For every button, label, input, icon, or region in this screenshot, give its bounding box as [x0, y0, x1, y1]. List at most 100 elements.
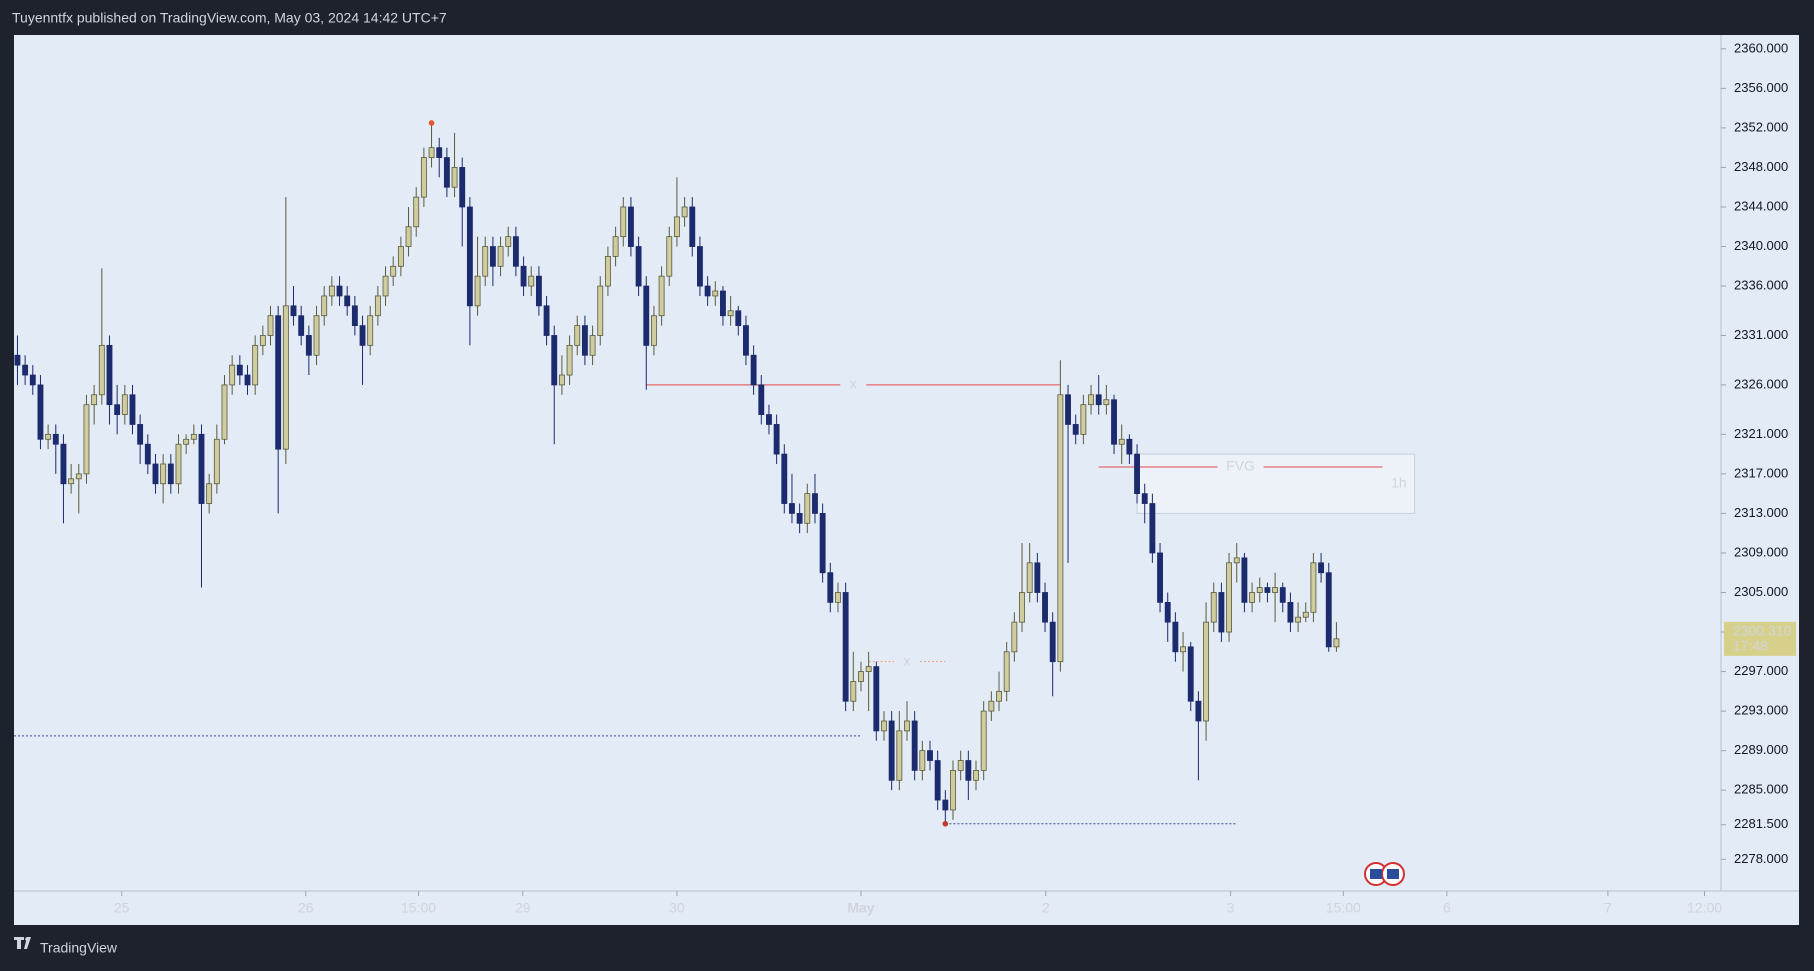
candle-body: [474, 275, 481, 307]
chart-pane: [14, 35, 1799, 925]
pivot-point: [942, 820, 949, 827]
candle-body: [911, 720, 918, 771]
candle-body: [1088, 394, 1094, 406]
candle-body: [1302, 611, 1309, 618]
candle-body: [428, 147, 435, 158]
candle-body: [52, 433, 59, 445]
y-tick-label: 2313.000: [1734, 505, 1788, 520]
candle-body: [1226, 562, 1232, 633]
candle-body: [1111, 399, 1117, 445]
candle-body: [1149, 503, 1156, 554]
candle-body: [91, 394, 98, 406]
candle-body: [267, 315, 274, 336]
candle-body: [259, 335, 266, 346]
event-flags: [1364, 862, 1405, 886]
candle-body: [1080, 404, 1087, 435]
x-tick-label: 15:00: [401, 900, 436, 916]
candle-body: [589, 335, 596, 356]
candle-body: [1333, 638, 1340, 648]
candle-body: [651, 315, 657, 346]
candle-body: [1180, 646, 1186, 653]
candle-body: [704, 285, 711, 297]
y-tick-label: 2340.000: [1734, 238, 1788, 253]
candle-body: [1279, 587, 1286, 603]
chart-title: Tuyenntfx published on TradingView.com, …: [12, 10, 447, 26]
y-tick-label: 2317.000: [1734, 465, 1788, 480]
candle-body: [1233, 557, 1240, 564]
candle-body: [22, 364, 29, 376]
fvg-zone: [1136, 453, 1416, 514]
candle-body: [904, 720, 910, 732]
candle-body: [512, 236, 519, 267]
level-label: x: [850, 376, 857, 392]
candle-body: [643, 285, 650, 346]
candle-body: [819, 513, 826, 574]
candle-body: [1310, 562, 1317, 613]
candle-body: [313, 315, 320, 356]
candle-body: [604, 256, 611, 287]
candle-body: [1141, 493, 1148, 504]
candle-body: [236, 364, 243, 376]
candle-body: [551, 335, 558, 386]
candle-body: [129, 394, 136, 425]
candle-body: [351, 305, 358, 327]
y-tick-label: 2321.000: [1734, 426, 1788, 441]
candle-body: [290, 305, 297, 317]
candle-body: [973, 770, 979, 781]
candle-body: [1118, 438, 1125, 445]
candle-body: [735, 310, 742, 327]
candle-body: [29, 374, 36, 386]
candle-body: [83, 404, 90, 475]
candle-body: [750, 354, 757, 386]
x-tick-label: 6: [1443, 900, 1451, 916]
candle-body: [1157, 552, 1163, 603]
candle-body: [1318, 562, 1325, 574]
candle-body: [37, 384, 44, 440]
y-tick-label: 2348.000: [1734, 159, 1788, 174]
candle-body: [520, 265, 527, 287]
candle-body: [466, 206, 473, 307]
candle-body: [758, 384, 765, 415]
y-tick-label: 2356.000: [1734, 80, 1788, 95]
x-tick-label: 15:00: [1326, 900, 1361, 916]
level-label: x: [903, 652, 910, 668]
candle-body: [658, 275, 665, 317]
candle-body: [980, 710, 987, 771]
y-tick-label: 2281.500: [1734, 816, 1788, 831]
candle-body: [681, 206, 688, 218]
x-tick-label: 3: [1227, 900, 1235, 916]
candle-body: [229, 364, 236, 386]
candle-body: [1019, 592, 1025, 623]
y-tick-label: 2336.000: [1734, 278, 1788, 293]
candle-body: [305, 335, 312, 356]
candle-body: [451, 167, 458, 188]
candle-body: [1003, 651, 1010, 692]
x-tick-label: 7: [1604, 900, 1612, 916]
candle-body: [160, 463, 167, 485]
candle-body: [1095, 394, 1102, 406]
candle-body: [942, 799, 949, 811]
candle-body: [359, 325, 366, 346]
y-tick-label: 2331.000: [1734, 327, 1788, 342]
candle-body: [328, 285, 335, 297]
candle-body: [996, 690, 1002, 702]
candle-body: [581, 325, 588, 356]
candle-body: [221, 384, 228, 440]
candle-body: [796, 513, 803, 524]
candle-body: [175, 443, 182, 485]
candle-body: [282, 305, 289, 450]
candle-body: [298, 315, 305, 336]
candle-body: [190, 433, 197, 440]
candle-body: [535, 275, 542, 307]
candle-body: [635, 246, 642, 287]
candle-body: [459, 167, 466, 208]
candle-body: [712, 290, 719, 297]
candle-body: [873, 666, 880, 732]
candle-body: [835, 592, 841, 603]
candle-body: [842, 592, 849, 702]
candle-body: [781, 453, 788, 504]
zone-label: 1h: [1391, 474, 1407, 490]
candle-body: [850, 681, 857, 702]
x-tick-label: 30: [669, 900, 685, 916]
